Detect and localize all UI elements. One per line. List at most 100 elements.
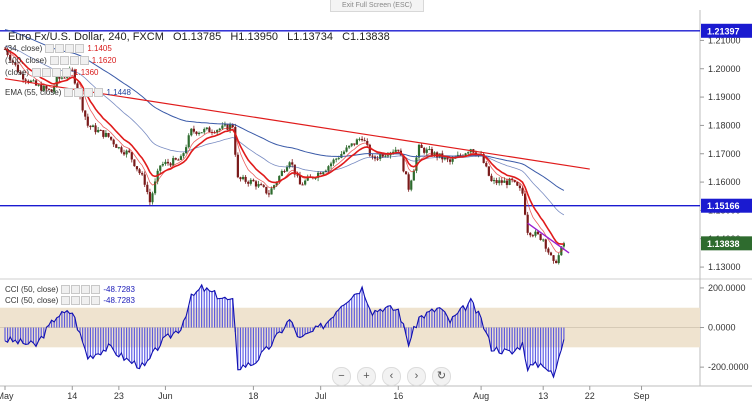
candle-body [50,89,53,92]
candle-body [71,69,74,71]
price-label-box [701,23,752,38]
candle-body [443,157,446,160]
candle-body [503,180,506,183]
price-label-text: 1.15166 [707,201,740,211]
candle-body [397,149,400,151]
cci-tick-label: 0.0000 [708,323,736,333]
reset-chart-button[interactable]: ↻ [432,367,451,386]
candle-body [316,172,320,178]
candle-body [229,124,232,130]
candle-body [523,193,527,215]
candle-body [254,181,258,187]
candle-body [234,127,237,155]
candle-body [203,129,206,133]
ohlc-close: C1.13838 [342,31,390,43]
candle-body [301,184,304,186]
candle-body [58,76,61,79]
candle-body [99,129,102,131]
time-tick-label: 16 [393,391,403,401]
ohlc-low: L1.13734 [287,31,334,43]
candle-body [47,88,51,90]
candle-body [6,48,9,55]
candle-body [547,248,550,253]
indicator-legend-0[interactable]: (34, close) 1.1405 [5,44,112,53]
candle-body [348,145,351,148]
candle-body [45,85,48,89]
candle-body [16,64,20,73]
candle-body [208,127,211,132]
indicator-buttons[interactable] [61,285,101,294]
time-tick-label: 22 [585,391,595,401]
candle-body [521,188,524,194]
price-label-text: 1.13838 [707,239,740,249]
candle-body [138,169,141,174]
price-tick-label: 1.18000 [708,120,741,130]
candle-body [169,163,172,166]
time-tick-label: 23 [114,391,124,401]
candle-body [495,180,498,184]
candle-body [386,155,390,157]
zoom-out-button[interactable]: − [332,367,351,386]
candle-body [417,144,421,158]
candle-body [485,162,488,167]
candle-body [342,151,346,155]
time-tick-label: Sep [634,391,650,401]
candle-body [29,80,32,83]
candle-body [133,159,136,167]
candle-body [544,239,547,249]
candle-body [355,139,358,145]
candle-body [410,180,413,190]
indicator-buttons[interactable] [61,296,101,305]
candle-body [73,69,76,84]
candle-body [257,184,260,187]
candle-body [86,116,89,126]
candle-body [159,165,162,171]
candle-body [109,136,113,140]
candle-body [200,132,203,134]
indicator-value: 1.1448 [106,88,131,97]
candle-body [63,77,66,79]
candle-body [291,162,294,165]
scroll-right-button[interactable]: › [407,367,426,386]
candle-body [402,155,405,172]
candle-body [280,171,283,176]
cci-legend-1[interactable]: CCI (50, close) -48.7283 [5,296,135,305]
candle-body [536,231,540,235]
indicator-legend-2[interactable]: (close) 1.1360 [5,68,99,77]
candle-body [464,153,467,156]
indicator-legend-1[interactable]: (100, close) 1.1620 [5,56,117,65]
time-tick-label: 18 [248,391,258,401]
candle-body [467,152,470,154]
candle-body [529,232,532,236]
indicator-legend-3[interactable]: EMA (55, close) 1.1448 [5,88,131,97]
candle-body [392,151,395,153]
candle-body [164,161,167,164]
zoom-in-button[interactable]: + [357,367,376,386]
candle-body [14,62,17,65]
cci-tick-label: -200.0000 [708,362,749,372]
scroll-left-button[interactable]: ‹ [382,367,401,386]
ohlc-open: O1.13785 [172,31,222,43]
cci-tick-label: 200.0000 [708,283,746,293]
candle-body [381,154,384,157]
ohlc-high: H1.13950 [230,31,279,43]
cci-legend-0[interactable]: CCI (50, close) -48.7283 [5,285,135,294]
cci-value: -48.7283 [103,296,135,305]
time-tick-label: Jul [315,391,327,401]
candle-body [81,96,84,111]
indicator-buttons[interactable] [32,68,72,77]
candle-body [76,83,79,91]
candle-body [345,147,348,152]
indicator-buttons[interactable] [49,56,89,65]
candle-body [306,176,309,181]
candle-body [40,84,43,91]
indicator-buttons[interactable] [64,88,104,97]
candle-body [446,157,449,160]
indicator-buttons[interactable] [45,44,85,53]
candle-body [542,239,545,241]
candle-body [379,154,382,159]
exit-full-screen-button[interactable]: Exit Full Screen (ESC) [330,0,424,12]
candle-body [376,158,379,160]
candle-body [428,149,431,151]
